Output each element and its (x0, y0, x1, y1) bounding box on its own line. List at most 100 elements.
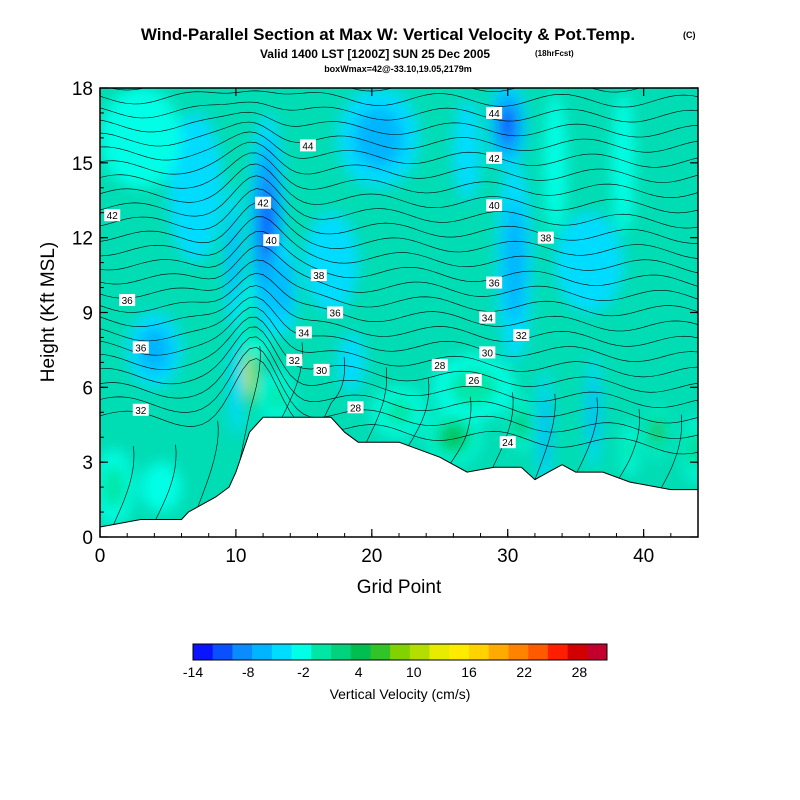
theta-contour (366, 367, 388, 443)
theta-contour (661, 414, 683, 489)
velocity-cell (544, 92, 567, 233)
velocity-cell (382, 397, 416, 428)
colorbar-swatch (350, 644, 371, 660)
velocity-cell (653, 425, 661, 440)
theta-contour (197, 420, 219, 507)
y-tick-label: 9 (82, 304, 93, 325)
colorbar-tick-label: -8 (242, 664, 255, 680)
contour-label: 26 (465, 373, 482, 387)
y-axis-label: Height (Kft MSL) (38, 242, 59, 382)
colorbar-swatch (567, 644, 588, 660)
colorbar-tick-label: 22 (516, 664, 532, 680)
colorbar-swatch (271, 644, 292, 660)
theta-contour (100, 296, 698, 362)
velocity-cell (101, 464, 126, 510)
theta-contour (113, 446, 135, 525)
colorbar-swatch (469, 644, 490, 660)
contour-label: 42 (486, 151, 503, 165)
contour-label-text: 40 (266, 236, 278, 247)
theta-contour (492, 392, 514, 468)
velocity-cell (612, 92, 635, 233)
theta-contour (100, 346, 698, 439)
colorbar: -14 -8 -2 4 10 16 22 28 (183, 643, 608, 680)
velocity-cell (503, 202, 526, 323)
velocity-cell (246, 367, 253, 382)
potential-temperature-contours (100, 88, 698, 525)
contour-label: 44 (299, 139, 316, 152)
theta-contour (324, 356, 345, 418)
contour-label: 32 (286, 353, 303, 367)
velocity-cell (444, 428, 463, 447)
contour-label-text: 44 (489, 109, 501, 120)
contour-label-text: 28 (350, 403, 362, 414)
theta-contour (100, 306, 698, 378)
contour-label-text: 42 (107, 211, 119, 222)
contour-label: 28 (431, 358, 448, 372)
theta-contour (100, 259, 698, 317)
colorbar-tick-label: 16 (461, 664, 477, 680)
colorbar-frame (192, 643, 608, 661)
colorbar-swatch (232, 644, 253, 660)
contour-label: 30 (313, 363, 330, 377)
colorbar-tick-label: 10 (406, 664, 422, 680)
velocity-cell (229, 337, 243, 438)
contour-label-text: 42 (258, 199, 270, 210)
velocity-cell (140, 462, 182, 513)
contour-label: 36 (132, 341, 149, 354)
colorbar-swatch (409, 644, 430, 660)
theta-contour (100, 245, 698, 302)
theta-contour (100, 175, 698, 229)
contour-label-text: 34 (482, 313, 494, 324)
contour-label: 40 (263, 234, 280, 247)
theta-contour (281, 342, 303, 418)
contour-label: 38 (537, 231, 554, 245)
x-axis: 0 10 20 30 40 (95, 88, 699, 567)
contour-label-text: 42 (489, 154, 501, 165)
theta-contour (100, 141, 698, 183)
theta-contour (534, 393, 556, 480)
colorbar-swatch (587, 644, 608, 660)
theta-contour (100, 272, 698, 332)
contour-label-text: 32 (516, 331, 528, 342)
colorbar-swatch (449, 644, 470, 660)
y-tick-label: 6 (82, 378, 93, 399)
contour-label-text: 28 (434, 361, 446, 372)
velocity-cell (624, 434, 636, 465)
theta-contour (100, 101, 698, 123)
colorbar-tick-label: 4 (355, 664, 363, 680)
y-tick-label: 3 (82, 453, 93, 474)
x-tick-label: 0 (95, 546, 106, 567)
theta-contour (109, 88, 641, 93)
contour-label-text: 40 (489, 201, 501, 212)
contour-label-text: 38 (313, 271, 325, 282)
velocity-cell (303, 212, 359, 313)
theta-contour (100, 326, 698, 408)
contour-label: 28 (347, 401, 364, 414)
velocity-cell (589, 377, 598, 447)
theta-contour (100, 111, 698, 138)
contour-label-text: 36 (135, 343, 147, 354)
contour-label: 32 (132, 403, 149, 417)
chart-subtitle-2: boxWmax=42@-33.10,19.05,2179m (324, 64, 472, 74)
colorbar-swatch (390, 644, 411, 660)
contour-label: 38 (310, 269, 327, 282)
velocity-cell (354, 107, 404, 168)
velocity-cell (266, 382, 287, 413)
contour-label-text: 44 (302, 141, 314, 152)
theta-contour (100, 358, 698, 455)
colorbar-swatch (311, 644, 332, 660)
contour-label: 34 (295, 326, 312, 339)
contour-label-text: 24 (502, 438, 514, 449)
contour-label-text: 36 (122, 296, 134, 307)
terrain (100, 416, 698, 537)
contour-label: 34 (479, 311, 496, 324)
colorbar-swatch (252, 644, 273, 660)
contour-label: 36 (486, 276, 503, 290)
colorbar-swatch (547, 644, 568, 660)
contour-label: 36 (327, 306, 344, 320)
theta-contour (100, 90, 698, 108)
x-tick-label: 30 (497, 546, 518, 567)
velocity-cell (228, 212, 239, 303)
vertical-velocity-field (100, 88, 698, 525)
